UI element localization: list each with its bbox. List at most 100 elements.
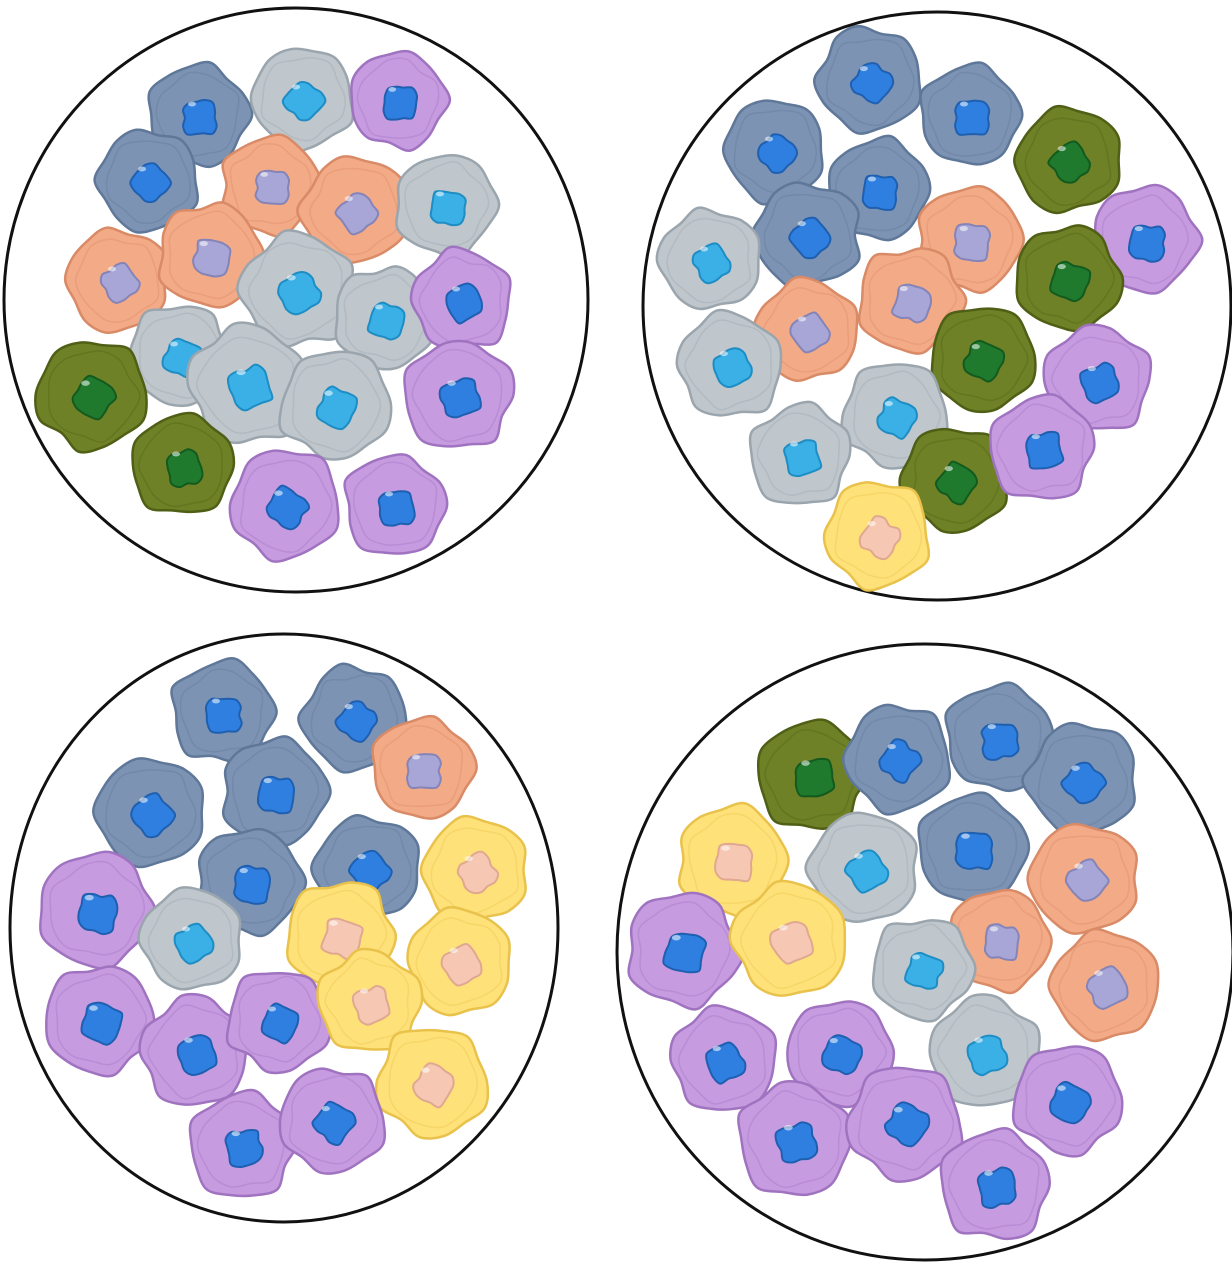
cell-violet-nucleus xyxy=(176,1034,218,1077)
cell-slate xyxy=(92,757,205,869)
cell-gray-nucleus xyxy=(966,1034,1009,1077)
cell-gray-highlight xyxy=(790,441,798,447)
cell-olive xyxy=(756,718,871,830)
cell-olive-highlight xyxy=(971,343,980,350)
cell-gray xyxy=(748,400,852,505)
cell-gray-highlight xyxy=(719,350,728,357)
cell-slate-highlight xyxy=(357,853,366,860)
cell-slate-nucleus xyxy=(954,99,991,136)
cell-gray-nucleus xyxy=(904,951,945,990)
cell-gray-highlight xyxy=(700,246,708,252)
cell-gray xyxy=(804,811,918,923)
cell-salmon-nucleus xyxy=(99,261,141,304)
cell-yellow-nucleus xyxy=(456,850,500,895)
cell-slate xyxy=(944,681,1055,793)
cell-slate-nucleus xyxy=(861,174,899,211)
cell-salmon xyxy=(296,155,408,265)
cell-salmon-nucleus xyxy=(953,223,992,262)
cell-violet-highlight xyxy=(671,934,681,941)
cell-yellow-nucleus xyxy=(858,515,902,561)
cell-olive-nucleus xyxy=(934,460,978,506)
cell-violet-nucleus xyxy=(77,892,119,936)
cell-olive-highlight xyxy=(81,380,90,386)
cell-slate xyxy=(1021,721,1136,839)
cell-violet xyxy=(228,449,340,563)
cell-violet xyxy=(1092,183,1204,295)
cell-violet-nucleus xyxy=(774,1121,819,1164)
cell-slate-highlight xyxy=(797,220,806,227)
cell-yellow-nucleus xyxy=(769,921,814,965)
cell-slate-highlight xyxy=(961,833,970,839)
cell-gray-nucleus xyxy=(315,385,359,431)
cell-violet-nucleus xyxy=(382,85,419,121)
cell-violet-nucleus xyxy=(1049,1080,1092,1125)
cell-salmon-highlight xyxy=(959,225,968,232)
cell-violet-nucleus xyxy=(438,377,482,419)
cell-slate xyxy=(93,128,199,234)
cell-violet-nucleus xyxy=(1025,430,1065,470)
cell-violet-highlight xyxy=(783,1124,793,1131)
cell-yellow-highlight xyxy=(464,855,473,862)
cell-slate-highlight xyxy=(887,743,896,750)
cell-salmon-highlight xyxy=(108,266,116,272)
cell-slate-nucleus xyxy=(129,162,172,204)
cell-gray-highlight xyxy=(170,341,178,347)
cell-gray xyxy=(137,886,242,991)
cell-slate-highlight xyxy=(212,698,220,704)
cell-salmon-nucleus xyxy=(192,238,232,278)
cell-yellow-nucleus xyxy=(440,943,483,987)
cell-slate-nucleus xyxy=(204,697,243,734)
cell-violet-nucleus xyxy=(224,1129,264,1169)
cell-slate-highlight xyxy=(859,65,868,72)
cell-violet xyxy=(403,339,516,448)
cell-salmon-nucleus xyxy=(1064,858,1110,902)
cell-gray xyxy=(278,350,393,461)
cell-violet-highlight xyxy=(984,1170,993,1176)
cell-gray xyxy=(871,919,977,1023)
cell-violet-nucleus xyxy=(445,282,483,325)
cell-yellow-nucleus xyxy=(714,842,754,883)
cell-violet-highlight xyxy=(1057,1085,1066,1091)
cell-olive-highlight xyxy=(801,760,810,766)
cell-gray-highlight xyxy=(324,390,333,396)
cell-gray xyxy=(236,229,355,348)
cell-slate xyxy=(813,24,922,135)
cell-violet-highlight xyxy=(1134,225,1143,232)
cell-violet-highlight xyxy=(712,1045,721,1052)
cell-salmon-nucleus xyxy=(890,283,932,324)
cell-olive-highlight xyxy=(172,451,180,457)
cell-olive-nucleus xyxy=(1049,260,1092,303)
cell-olive xyxy=(1015,224,1125,333)
cell-violet-nucleus xyxy=(883,1101,931,1148)
cell-olive-nucleus xyxy=(71,374,117,421)
cell-yellow-highlight xyxy=(867,520,876,527)
cell-salmon-highlight xyxy=(798,316,806,322)
panel-bottom-right xyxy=(615,642,1232,1262)
cell-gray-nucleus xyxy=(173,922,215,965)
cell-violet-highlight xyxy=(84,894,94,901)
cell-olive-nucleus xyxy=(1047,140,1091,184)
cell-slate-nucleus xyxy=(256,775,296,815)
cell-salmon-highlight xyxy=(260,172,269,177)
cell-violet-nucleus xyxy=(976,1166,1017,1209)
cell-yellow xyxy=(419,814,527,925)
panel-top-left xyxy=(2,6,590,594)
cell-slate xyxy=(750,181,861,292)
cell-salmon-highlight xyxy=(990,926,998,932)
cell-olive xyxy=(1013,104,1121,215)
cell-violet-nucleus xyxy=(311,1100,357,1146)
cell-salmon-highlight xyxy=(344,195,353,202)
cell-gray-highlight xyxy=(286,274,296,281)
cell-gray-highlight xyxy=(436,191,444,197)
cell-yellow-highlight xyxy=(778,924,788,931)
cell-slate-highlight xyxy=(138,166,146,172)
cell-slate-highlight xyxy=(765,136,773,142)
cell-violet-nucleus xyxy=(80,1001,124,1046)
cell-violet xyxy=(669,1004,778,1111)
cell-gray-nucleus xyxy=(783,439,823,478)
cell-olive-highlight xyxy=(944,465,953,472)
cell-slate-highlight xyxy=(139,797,148,803)
cell-violet-highlight xyxy=(385,491,393,497)
cell-gray-highlight xyxy=(236,369,246,376)
